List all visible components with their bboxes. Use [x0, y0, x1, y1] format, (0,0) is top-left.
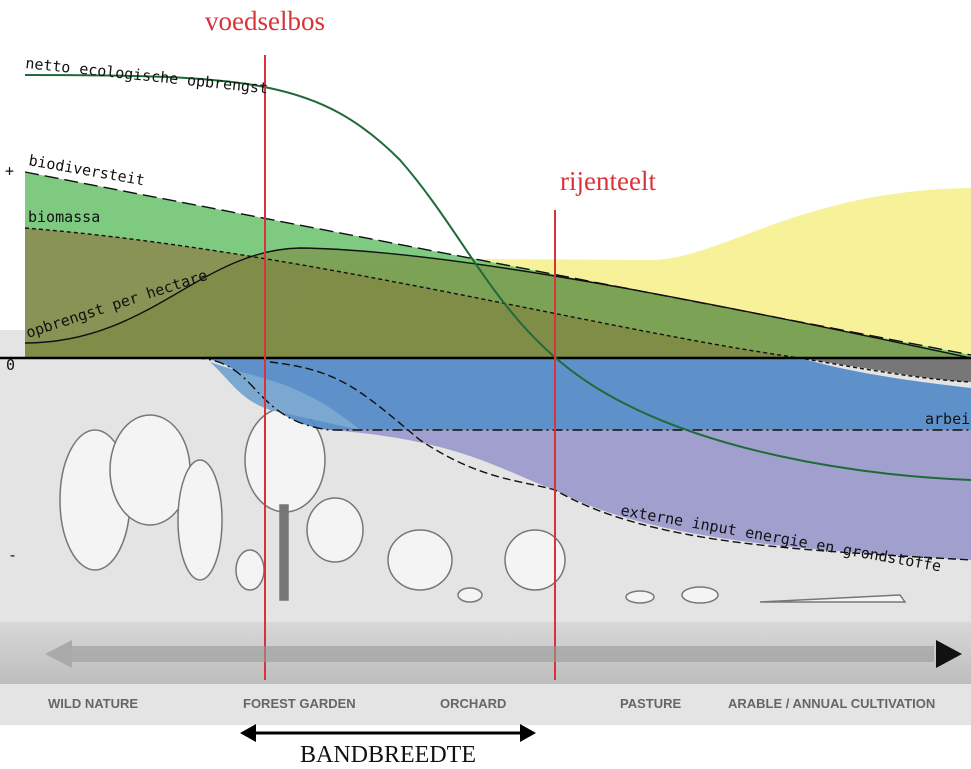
- axis-label: +: [5, 162, 14, 180]
- spectrum-label: ORCHARD: [440, 696, 506, 711]
- axis-label: 0: [6, 356, 15, 374]
- curve-label: arbei: [925, 410, 970, 428]
- marker-label: voedselbos: [205, 6, 325, 36]
- spectrum-label: FOREST GARDEN: [243, 696, 356, 711]
- diagram: voedselbos rijenteelt netto ecologische …: [0, 0, 971, 769]
- curve-label: netto ecologische opbrengst: [25, 54, 269, 97]
- bandwidth-label: BANDBREEDTE: [300, 742, 476, 768]
- spectrum-track: [72, 646, 934, 662]
- curve-label: biomassa: [28, 208, 100, 226]
- marker-label: rijenteelt: [560, 166, 656, 196]
- spectrum-label: PASTURE: [620, 696, 681, 711]
- axis-label: -: [8, 546, 17, 564]
- spectrum-label: WILD NATURE: [48, 696, 138, 711]
- spectrum-label: ARABLE / ANNUAL CULTIVATION: [728, 696, 935, 711]
